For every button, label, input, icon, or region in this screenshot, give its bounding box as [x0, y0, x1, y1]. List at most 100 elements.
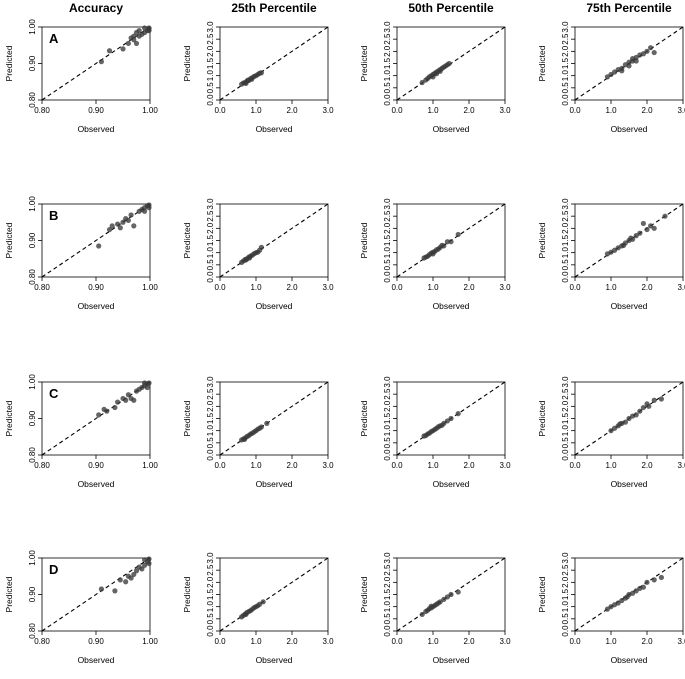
y-tick-label: 1.5	[561, 234, 570, 246]
y-tick-label: 2.5	[561, 210, 570, 222]
x-tick-label: 3.0	[322, 637, 334, 646]
x-tick-label: 3.0	[499, 106, 511, 115]
x-axis-label: Observed	[78, 301, 115, 311]
y-tick-label: 0.80	[28, 269, 37, 285]
y-tick-label: 1.00	[28, 374, 37, 390]
x-axis-label: Observed	[611, 301, 648, 311]
data-point	[622, 419, 629, 425]
data-point	[651, 49, 657, 56]
data-point	[131, 571, 137, 578]
x-tick-label: 1.00	[142, 461, 158, 470]
identity-line	[219, 26, 329, 101]
y-tick-label: 0.0	[561, 449, 570, 461]
x-tick-label: 0.80	[34, 106, 50, 115]
x-tick-label: 0.0	[391, 637, 403, 646]
row-label: A	[49, 31, 59, 46]
data-point	[98, 586, 104, 592]
data-point	[644, 48, 650, 54]
y-tick-label: 1.00	[28, 550, 37, 566]
x-tick-label: 0.0	[391, 106, 403, 115]
y-tick-label: 1.0	[561, 70, 570, 82]
data-point	[646, 403, 652, 409]
data-point	[624, 594, 630, 600]
x-tick-label: 1.00	[142, 283, 158, 292]
data-point	[125, 40, 131, 47]
y-tick-label: 2.0	[561, 400, 570, 412]
x-tick-label: 2.0	[463, 283, 475, 292]
data-point	[139, 566, 145, 572]
data-point	[651, 577, 657, 583]
y-tick-label: 0.90	[28, 55, 37, 71]
y-axis-label: Predicted	[359, 222, 369, 258]
data-point	[455, 589, 461, 595]
x-tick-label: 0.0	[214, 283, 226, 292]
x-axis-label: Observed	[256, 124, 293, 134]
x-tick-label: 1.00	[142, 106, 158, 115]
data-point	[115, 221, 121, 227]
y-tick-label: 3.0	[383, 21, 392, 33]
y-tick-label: 2.0	[561, 45, 570, 57]
y-tick-label: 2.0	[383, 222, 392, 234]
data-point	[146, 380, 152, 386]
y-tick-label: 1.0	[383, 247, 392, 259]
identity-line	[219, 381, 329, 456]
data-point	[241, 436, 248, 443]
y-tick-label: 1.00	[28, 19, 37, 35]
y-tick-label: 2.5	[383, 210, 392, 222]
x-tick-label: 3.0	[677, 283, 685, 292]
y-tick-label: 2.0	[206, 576, 215, 588]
y-tick-label: 1.0	[206, 601, 215, 613]
x-tick-label: 2.0	[286, 283, 298, 292]
y-tick-label: 2.0	[383, 576, 392, 588]
x-tick-label: 1.0	[250, 283, 262, 292]
x-tick-label: 3.0	[677, 106, 685, 115]
data-point	[658, 396, 665, 402]
y-tick-label: 1.0	[561, 247, 570, 259]
y-tick-label: 0.5	[383, 437, 392, 449]
y-tick-label: 0.90	[28, 586, 37, 602]
data-point	[142, 25, 148, 31]
data-point	[245, 77, 251, 83]
data-point	[142, 557, 148, 563]
data-point	[123, 397, 129, 403]
x-tick-label: 2.0	[286, 461, 298, 470]
data-point	[106, 48, 113, 54]
identity-line	[219, 203, 329, 278]
y-tick-label: 0.80	[28, 623, 37, 639]
x-axis-label: Observed	[433, 479, 470, 489]
data-point	[96, 243, 102, 249]
x-tick-label: 0.0	[391, 283, 403, 292]
x-tick-label: 3.0	[322, 283, 334, 292]
column-title: 50th Percentile	[408, 1, 494, 15]
y-tick-label: 3.0	[561, 552, 570, 564]
y-tick-label: 0.80	[28, 92, 37, 108]
x-axis-label: Observed	[256, 301, 293, 311]
identity-line	[41, 557, 151, 632]
x-tick-label: 2.0	[641, 637, 653, 646]
y-tick-label: 0.5	[206, 613, 215, 625]
data-point	[146, 560, 152, 567]
y-tick-label: 0.5	[561, 437, 570, 449]
data-point	[115, 399, 121, 405]
x-tick-label: 1.0	[250, 637, 262, 646]
y-tick-label: 2.5	[561, 564, 570, 576]
x-tick-label: 1.00	[142, 637, 158, 646]
data-point	[125, 217, 131, 224]
x-tick-label: 2.0	[463, 106, 475, 115]
y-tick-label: 0.0	[206, 271, 215, 283]
data-point	[96, 412, 102, 418]
x-tick-label: 1.0	[605, 283, 617, 292]
x-tick-label: 2.0	[641, 461, 653, 470]
y-tick-label: 2.0	[383, 400, 392, 412]
y-tick-label: 2.5	[561, 33, 570, 45]
column-title: 25th Percentile	[231, 1, 317, 15]
data-point	[448, 591, 454, 598]
x-tick-label: 1.0	[427, 283, 439, 292]
x-tick-label: 2.0	[286, 637, 298, 646]
y-tick-label: 1.0	[206, 247, 215, 259]
data-point	[146, 556, 152, 562]
y-axis-label: Predicted	[537, 222, 547, 258]
y-tick-label: 0.90	[28, 410, 37, 426]
x-tick-label: 1.0	[605, 461, 617, 470]
data-point	[446, 60, 452, 67]
